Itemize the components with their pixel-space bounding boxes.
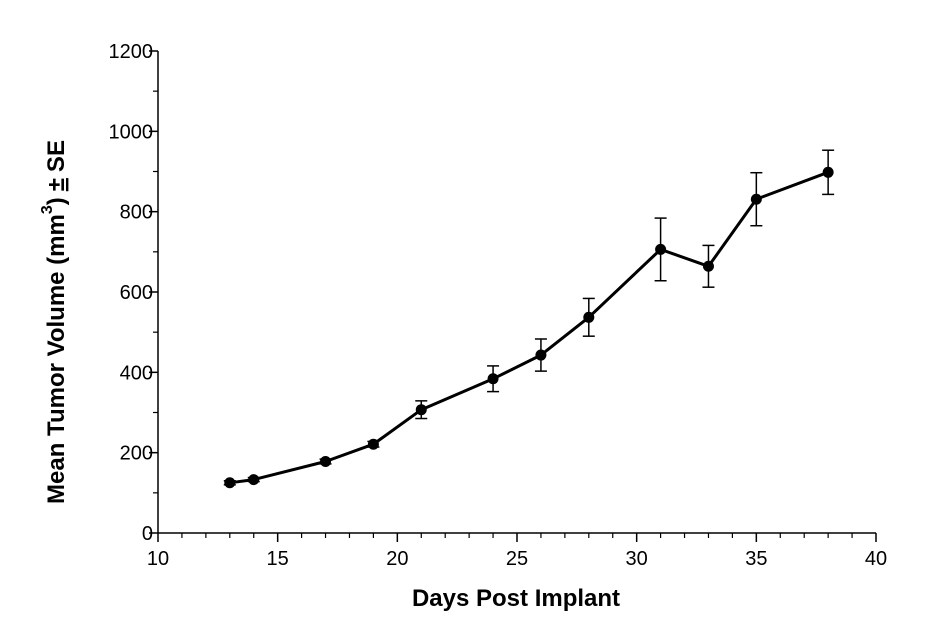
x-tick-label: 20: [386, 548, 408, 570]
data-point: [535, 349, 547, 361]
y-tick-label: 200: [120, 443, 153, 465]
y-axis-title: Mean Tumor Volume (mm3) ± SE: [39, 140, 70, 504]
y-tick-label: 400: [120, 362, 153, 384]
x-tick-label: 35: [745, 548, 767, 570]
data-point: [702, 260, 714, 272]
y-axis-title-pm: ±: [43, 178, 70, 191]
y-tick-label: 1200: [109, 41, 154, 63]
data-point: [822, 166, 834, 178]
x-tick-label: 40: [865, 548, 887, 570]
data-point: [367, 438, 379, 450]
y-axis-title-close: ): [43, 197, 70, 205]
data-point: [248, 474, 260, 486]
y-tick-label: 0: [142, 523, 153, 545]
series-points: [224, 166, 834, 489]
y-axis-title-suffix: SE: [43, 140, 70, 172]
data-point: [320, 456, 332, 468]
x-tick-label: 10: [147, 548, 169, 570]
plot-axes: [149, 50, 877, 542]
y-axis-title-main: Mean Tumor Volume (mm: [43, 214, 70, 504]
data-point: [487, 373, 499, 385]
data-point: [750, 193, 762, 205]
x-tick-label: 15: [267, 548, 289, 570]
data-point: [224, 477, 236, 489]
x-tick-label: 25: [506, 548, 528, 570]
x-tick-label: 30: [626, 548, 648, 570]
error-bars: [223, 149, 835, 486]
data-point: [583, 311, 595, 323]
x-axis-title: Days Post Implant: [412, 585, 620, 612]
data-point: [655, 243, 667, 255]
y-tick-label: 800: [120, 202, 153, 224]
y-tick-label: 600: [120, 282, 153, 304]
data-point: [415, 404, 427, 416]
y-axis-title-superscript: 3: [39, 205, 56, 214]
series-lines: [229, 170, 829, 485]
series-line: [229, 170, 829, 485]
y-tick-label: 1000: [109, 121, 154, 143]
